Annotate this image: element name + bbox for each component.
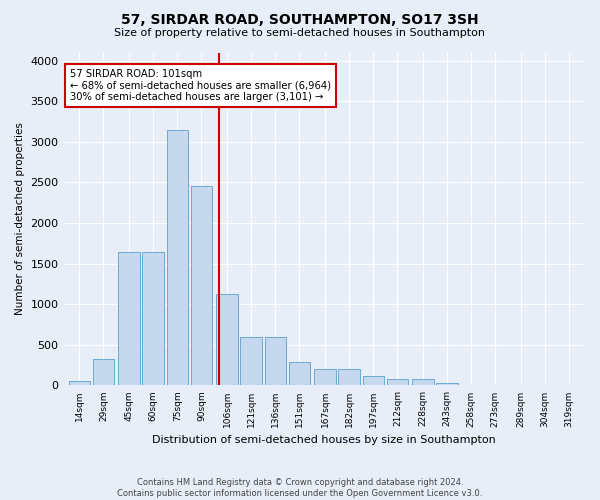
Text: 57, SIRDAR ROAD, SOUTHAMPTON, SO17 3SH: 57, SIRDAR ROAD, SOUTHAMPTON, SO17 3SH (121, 12, 479, 26)
Bar (167, 130, 188, 386)
Y-axis label: Number of semi-detached properties: Number of semi-detached properties (15, 122, 25, 316)
Bar (436, 383, 458, 386)
Bar (217, 294, 238, 386)
Bar (92, 360, 114, 386)
Bar (314, 369, 336, 386)
Bar (362, 376, 384, 386)
Bar (241, 336, 262, 386)
Bar (142, 252, 164, 386)
Bar (289, 362, 310, 386)
X-axis label: Distribution of semi-detached houses by size in Southampton: Distribution of semi-detached houses by … (152, 435, 496, 445)
Text: Contains HM Land Registry data © Crown copyright and database right 2024.
Contai: Contains HM Land Registry data © Crown c… (118, 478, 482, 498)
Bar (386, 380, 408, 386)
Bar (265, 336, 286, 386)
Bar (118, 252, 140, 386)
Bar (191, 186, 212, 386)
Text: Size of property relative to semi-detached houses in Southampton: Size of property relative to semi-detach… (115, 28, 485, 38)
Bar (338, 369, 360, 386)
Text: 57 SIRDAR ROAD: 101sqm
← 68% of semi-detached houses are smaller (6,964)
30% of : 57 SIRDAR ROAD: 101sqm ← 68% of semi-det… (70, 68, 331, 102)
Bar (412, 380, 434, 386)
Bar (68, 382, 90, 386)
